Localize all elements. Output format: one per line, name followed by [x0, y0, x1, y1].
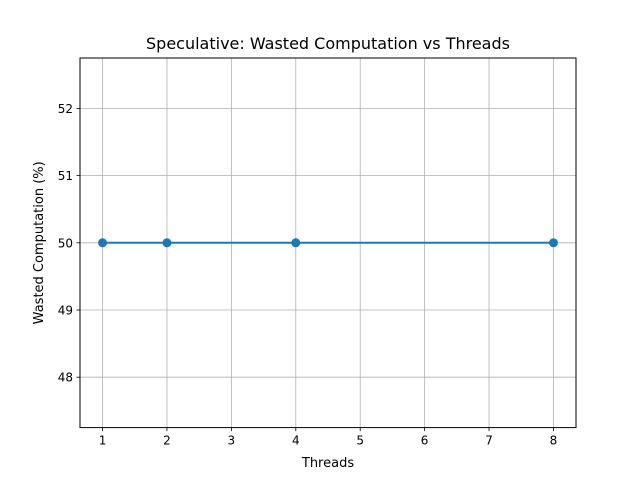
- y-tick-label: 50: [58, 236, 73, 250]
- y-axis-label: Wasted Computation (%): [32, 161, 47, 324]
- x-tick-label: 1: [99, 434, 107, 448]
- x-tick-label: 8: [550, 434, 558, 448]
- data-point: [291, 238, 301, 248]
- y-tick-label: 51: [58, 169, 73, 183]
- x-tick-label: 5: [356, 434, 364, 448]
- y-ticks: 48 49 50 51 52: [58, 102, 80, 385]
- data-point: [548, 238, 558, 248]
- y-tick-label: 48: [58, 371, 73, 385]
- x-tick-label: 4: [292, 434, 300, 448]
- data-point: [162, 238, 172, 248]
- data-point: [98, 238, 108, 248]
- x-axis-label: Threads: [301, 456, 354, 471]
- y-tick-label: 49: [58, 304, 73, 318]
- x-tick-label: 6: [421, 434, 429, 448]
- x-tick-label: 3: [228, 434, 236, 448]
- x-ticks: 1 2 3 4 5 6 7 8: [99, 427, 558, 448]
- series: [98, 238, 558, 248]
- x-tick-label: 2: [163, 434, 171, 448]
- chart-title: Speculative: Wasted Computation vs Threa…: [146, 34, 510, 53]
- y-tick-label: 52: [58, 102, 73, 116]
- x-tick-label: 7: [485, 434, 493, 448]
